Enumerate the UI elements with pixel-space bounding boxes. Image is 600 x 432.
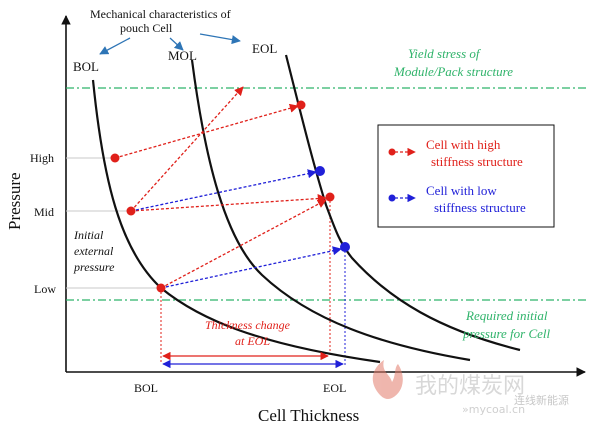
flame-logo-icon bbox=[372, 360, 403, 399]
bol-curve-label: BOL bbox=[73, 59, 99, 74]
legend-box bbox=[377, 124, 555, 228]
watermark-badge: 连线新能源 bbox=[514, 393, 569, 407]
state-points bbox=[110, 100, 350, 293]
eol-curve bbox=[284, 54, 521, 352]
initial-pressure-line1: Initial bbox=[73, 228, 104, 242]
legend-high-line2: stiffness structure bbox=[431, 154, 523, 169]
axes bbox=[61, 15, 586, 377]
yield-stress-label-line1: Yield stress of bbox=[408, 46, 482, 61]
watermark: 我的煤炭网 »mycoal.cn 连线新能源 bbox=[372, 360, 569, 416]
initial-pressure-line3: pressure bbox=[73, 260, 115, 274]
thickness-change-line2: at EOL bbox=[235, 334, 270, 348]
eol-red-high-point bbox=[296, 100, 306, 110]
bol-high-point bbox=[110, 153, 120, 163]
eol-blue-low-point bbox=[340, 242, 350, 252]
x-tick-bol: BOL bbox=[134, 381, 158, 395]
legend-low-line1: Cell with low bbox=[426, 183, 497, 198]
mech-characteristics-line2: pouch Cell bbox=[120, 21, 173, 35]
required-pressure-line1: Required initial bbox=[465, 308, 548, 323]
required-pressure-line2: pressure for Cell bbox=[462, 326, 551, 341]
y-tick-mid: Mid bbox=[34, 205, 54, 219]
eol-curve-label: EOL bbox=[252, 41, 277, 56]
y-tick-high: High bbox=[30, 151, 54, 165]
watermark-url: »mycoal.cn bbox=[462, 403, 525, 416]
watermark-text: 我的煤炭网 bbox=[415, 374, 525, 399]
legend-high-line1: Cell with high bbox=[426, 137, 501, 152]
eol-red-mid-point bbox=[325, 192, 335, 202]
mech-arrows bbox=[99, 33, 241, 55]
mol-curve-label: MOL bbox=[168, 48, 197, 63]
y-axis-label: Pressure bbox=[5, 172, 24, 230]
low-stiffness-arrows bbox=[130, 169, 342, 289]
high-stiffness-arrows bbox=[114, 86, 327, 289]
initial-pressure-line2: external bbox=[74, 244, 114, 258]
legend-low-line2: stiffness structure bbox=[434, 200, 526, 215]
mech-characteristics-line1: Mechanical characteristics of bbox=[90, 7, 231, 21]
x-tick-eol: EOL bbox=[323, 381, 346, 395]
bol-mid-point bbox=[126, 206, 136, 216]
x-axis-label: Cell Thickness bbox=[258, 406, 359, 425]
legend-high-marker bbox=[388, 148, 396, 156]
y-tick-low: Low bbox=[34, 282, 56, 296]
eol-blue-high-point bbox=[315, 166, 325, 176]
yield-stress-label-line2: Module/Pack structure bbox=[393, 64, 513, 79]
legend-low-marker bbox=[388, 194, 396, 202]
bol-low-point bbox=[156, 283, 166, 293]
reference-lines bbox=[66, 157, 161, 289]
mol-curve bbox=[190, 59, 471, 362]
thickness-change-line1: Thickness change bbox=[205, 318, 291, 332]
legend: Cell with high stiffness structure Cell … bbox=[377, 124, 555, 228]
